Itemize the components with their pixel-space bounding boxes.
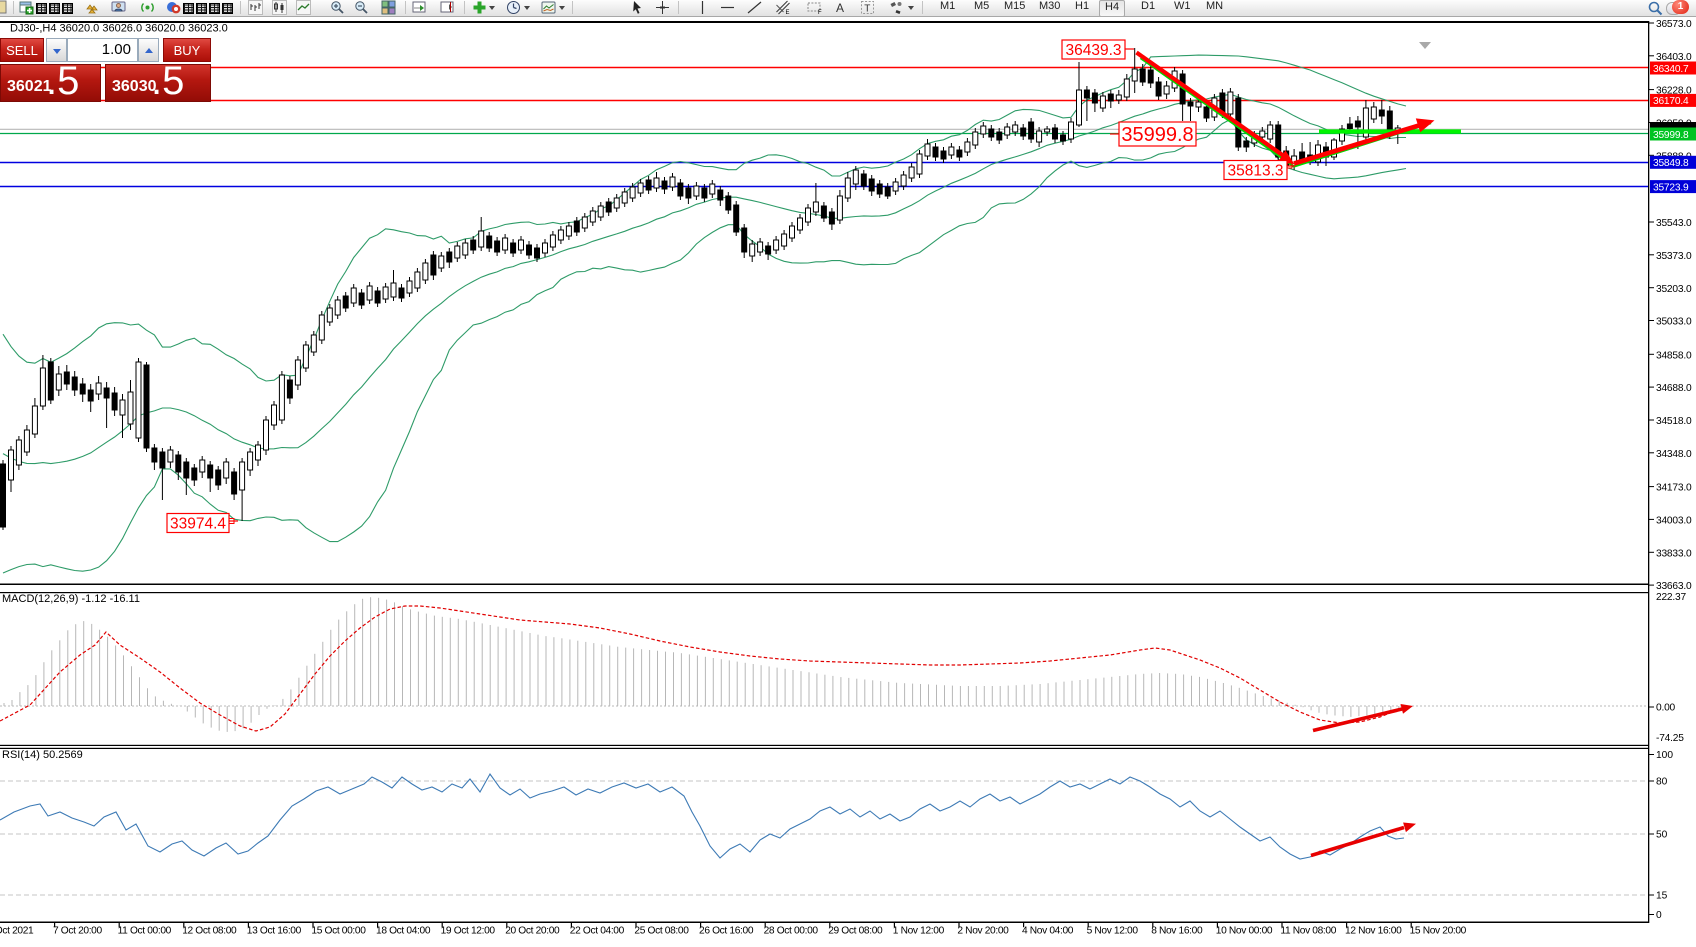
svg-text:12 Oct 08:00: 12 Oct 08:00 bbox=[182, 926, 237, 937]
svg-text:15 Nov 20:00: 15 Nov 20:00 bbox=[1410, 926, 1467, 937]
svg-text:6 Oct 2021: 6 Oct 2021 bbox=[0, 926, 34, 937]
svg-text:20 Oct 20:00: 20 Oct 20:00 bbox=[505, 926, 560, 937]
svg-text:10 Nov 00:00: 10 Nov 00:00 bbox=[1216, 926, 1273, 937]
svg-text:35033.0: 35033.0 bbox=[1656, 317, 1692, 328]
svg-text:26 Oct 16:00: 26 Oct 16:00 bbox=[699, 926, 754, 937]
svg-text:34518.0: 34518.0 bbox=[1656, 416, 1692, 427]
svg-text:34688.0: 34688.0 bbox=[1656, 383, 1692, 394]
svg-text:11 Nov 08:00: 11 Nov 08:00 bbox=[1280, 926, 1336, 937]
svg-text:28 Oct 00:00: 28 Oct 00:00 bbox=[764, 926, 819, 937]
svg-text:RSI(14) 50.2569: RSI(14) 50.2569 bbox=[2, 749, 83, 761]
svg-text:35203.0: 35203.0 bbox=[1656, 284, 1692, 295]
svg-text:-74.25: -74.25 bbox=[1656, 733, 1684, 744]
svg-text:36573.0: 36573.0 bbox=[1656, 19, 1692, 30]
svg-text:13 Oct 16:00: 13 Oct 16:00 bbox=[247, 926, 302, 937]
svg-text:22 Oct 04:00: 22 Oct 04:00 bbox=[570, 926, 625, 937]
svg-text:100: 100 bbox=[1656, 750, 1673, 761]
svg-text:0: 0 bbox=[1656, 910, 1662, 921]
svg-text:35723.9: 35723.9 bbox=[1653, 182, 1689, 193]
svg-text:F: F bbox=[818, 10, 822, 15]
svg-text:35999.8: 35999.8 bbox=[1653, 130, 1689, 141]
svg-text:18 Oct 04:00: 18 Oct 04:00 bbox=[376, 926, 431, 937]
svg-text:34173.0: 34173.0 bbox=[1656, 483, 1692, 494]
svg-text:34003.0: 34003.0 bbox=[1656, 516, 1692, 527]
svg-text:1 Nov 12:00: 1 Nov 12:00 bbox=[893, 926, 945, 937]
svg-text:80: 80 bbox=[1656, 777, 1668, 788]
svg-text:MACD(12,26,9) -1.12 -16.11: MACD(12,26,9) -1.12 -16.11 bbox=[2, 593, 140, 605]
svg-text:DJ30-,H4 36020.0 36026.0 3602: DJ30-,H4 36020.0 36026.0 36020.0 36023.0 bbox=[10, 23, 228, 35]
svg-text:36228.0: 36228.0 bbox=[1656, 86, 1692, 97]
svg-text:33833.0: 33833.0 bbox=[1656, 548, 1692, 559]
svg-text:11 Oct 00:00: 11 Oct 00:00 bbox=[118, 926, 172, 937]
svg-text:36340.7: 36340.7 bbox=[1653, 64, 1689, 75]
svg-text:E: E bbox=[786, 10, 790, 15]
svg-text:35373.0: 35373.0 bbox=[1656, 251, 1692, 262]
svg-text:12 Nov 16:00: 12 Nov 16:00 bbox=[1345, 926, 1402, 937]
svg-text:33974.4: 33974.4 bbox=[170, 516, 226, 533]
svg-text:15 Oct 00:00: 15 Oct 00:00 bbox=[311, 926, 366, 937]
svg-text:25 Oct 08:00: 25 Oct 08:00 bbox=[634, 926, 689, 937]
svg-text:0.00: 0.00 bbox=[1656, 703, 1676, 714]
svg-text:36439.3: 36439.3 bbox=[1065, 42, 1121, 59]
svg-text:34348.0: 34348.0 bbox=[1656, 449, 1692, 460]
svg-text:35999.8: 35999.8 bbox=[1121, 124, 1193, 146]
svg-text:4 Nov 04:00: 4 Nov 04:00 bbox=[1022, 926, 1074, 937]
svg-text:33663.0: 33663.0 bbox=[1656, 581, 1692, 592]
svg-text:2 Nov 20:00: 2 Nov 20:00 bbox=[957, 926, 1009, 937]
svg-text:35543.0: 35543.0 bbox=[1656, 218, 1692, 229]
svg-text:35813.3: 35813.3 bbox=[1227, 163, 1283, 180]
svg-text:7 Oct 20:00: 7 Oct 20:00 bbox=[53, 926, 103, 937]
svg-text:T: T bbox=[864, 4, 870, 15]
svg-text:8 Nov 16:00: 8 Nov 16:00 bbox=[1151, 926, 1203, 937]
svg-text:222.37: 222.37 bbox=[1656, 592, 1686, 603]
svg-text:35849.8: 35849.8 bbox=[1653, 158, 1689, 169]
svg-text:15: 15 bbox=[1656, 891, 1668, 902]
svg-text:34858.0: 34858.0 bbox=[1656, 350, 1692, 361]
svg-text:19 Oct 12:00: 19 Oct 12:00 bbox=[441, 926, 496, 937]
svg-text:29 Oct 08:00: 29 Oct 08:00 bbox=[828, 926, 883, 937]
svg-text:50: 50 bbox=[1656, 830, 1668, 841]
svg-text:5 Nov 12:00: 5 Nov 12:00 bbox=[1087, 926, 1139, 937]
svg-text:36170.4: 36170.4 bbox=[1653, 96, 1689, 107]
svg-text:36403.0: 36403.0 bbox=[1656, 52, 1692, 63]
